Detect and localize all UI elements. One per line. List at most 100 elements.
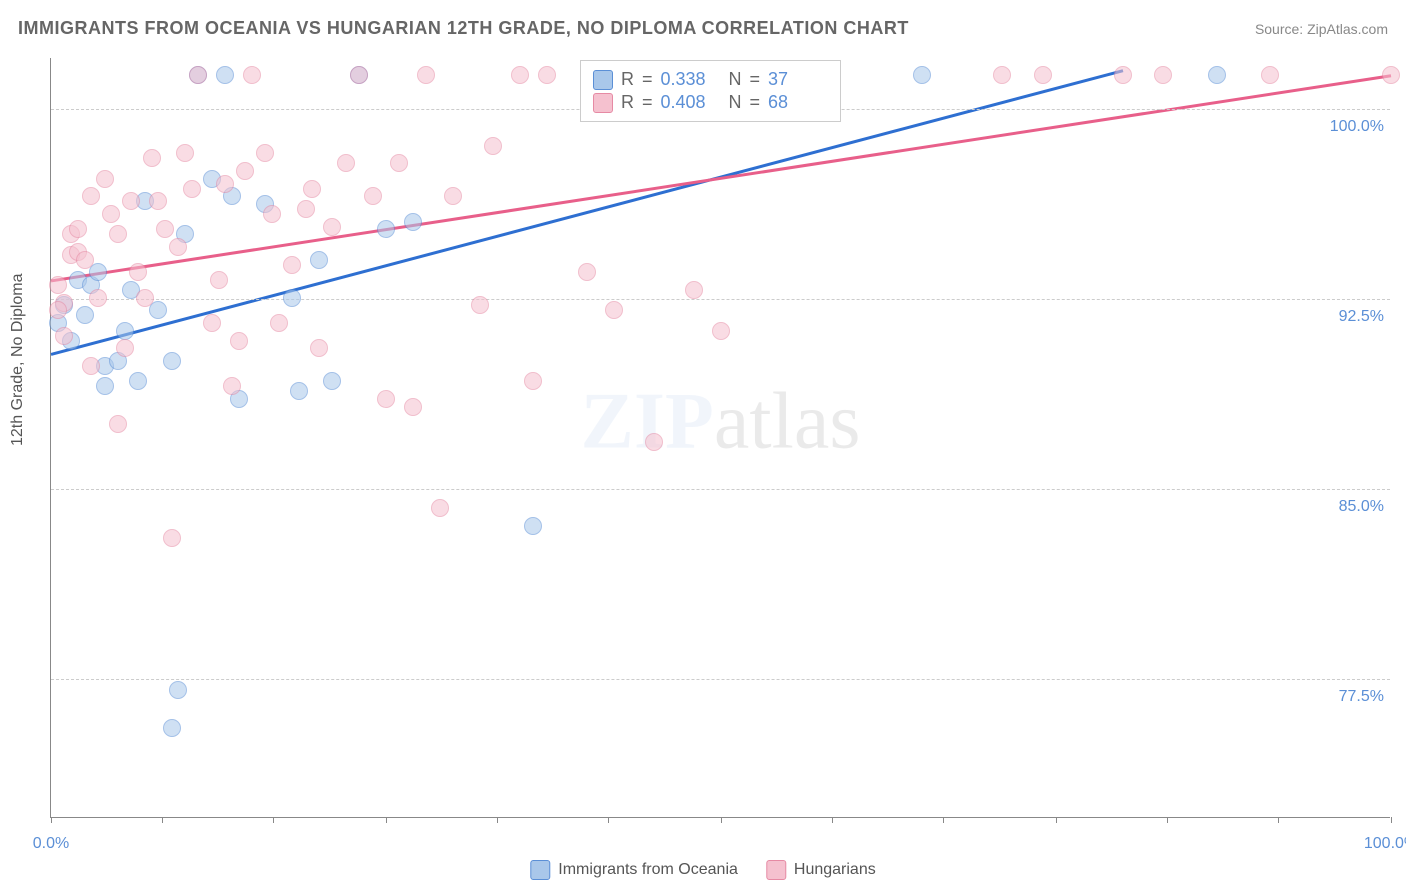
data-point	[1382, 66, 1400, 84]
data-point	[605, 301, 623, 319]
data-point	[578, 263, 596, 281]
r-value-2: 0.408	[661, 92, 721, 113]
data-point	[303, 180, 321, 198]
data-point	[1154, 66, 1172, 84]
data-point	[82, 357, 100, 375]
stats-box: R = 0.338 N = 37 R = 0.408 N = 68	[580, 60, 841, 122]
data-point	[116, 339, 134, 357]
data-point	[431, 499, 449, 517]
data-point	[176, 144, 194, 162]
data-point	[236, 162, 254, 180]
data-point	[1034, 66, 1052, 84]
xtick	[497, 817, 498, 823]
xtick	[943, 817, 944, 823]
xtick	[386, 817, 387, 823]
data-point	[49, 301, 67, 319]
stats-row-1: R = 0.338 N = 37	[593, 69, 828, 90]
data-point	[89, 263, 107, 281]
legend-swatch-2	[766, 860, 786, 880]
data-point	[645, 433, 663, 451]
data-point	[511, 66, 529, 84]
data-point	[1261, 66, 1279, 84]
n-value-1: 37	[768, 69, 828, 90]
xtick-label: 100.0%	[1364, 835, 1406, 853]
data-point	[149, 301, 167, 319]
title-bar: IMMIGRANTS FROM OCEANIA VS HUNGARIAN 12T…	[18, 18, 1388, 39]
data-point	[256, 144, 274, 162]
bottom-legend: Immigrants from Oceania Hungarians	[530, 860, 875, 880]
data-point	[149, 192, 167, 210]
xtick	[1167, 817, 1168, 823]
data-point	[122, 192, 140, 210]
data-point	[210, 271, 228, 289]
data-point	[1114, 66, 1132, 84]
data-point	[49, 276, 67, 294]
data-point	[96, 377, 114, 395]
xtick	[1056, 817, 1057, 823]
data-point	[263, 205, 281, 223]
swatch-series-1	[593, 70, 613, 90]
data-point	[524, 372, 542, 390]
data-point	[364, 187, 382, 205]
r-label: R	[621, 69, 634, 90]
legend-swatch-1	[530, 860, 550, 880]
data-point	[102, 205, 120, 223]
gridline	[51, 679, 1390, 680]
xtick	[162, 817, 163, 823]
legend-label-2: Hungarians	[794, 861, 876, 879]
data-point	[129, 263, 147, 281]
data-point	[156, 220, 174, 238]
data-point	[230, 332, 248, 350]
y-axis-title: 12th Grade, No Diploma	[9, 273, 27, 446]
data-point	[129, 372, 147, 390]
data-point	[109, 415, 127, 433]
data-point	[82, 187, 100, 205]
xtick	[832, 817, 833, 823]
data-point	[169, 238, 187, 256]
data-point	[283, 256, 301, 274]
data-point	[89, 289, 107, 307]
data-point	[524, 517, 542, 535]
data-point	[189, 66, 207, 84]
n-value-2: 68	[768, 92, 828, 113]
data-point	[69, 220, 87, 238]
data-point	[404, 398, 422, 416]
data-point	[163, 352, 181, 370]
xtick	[51, 817, 52, 823]
xtick	[273, 817, 274, 823]
data-point	[390, 154, 408, 172]
data-point	[337, 154, 355, 172]
legend-label-1: Immigrants from Oceania	[558, 861, 738, 879]
data-point	[323, 218, 341, 236]
data-point	[96, 170, 114, 188]
xtick-label: 0.0%	[33, 835, 69, 853]
ytick-label: 100.0%	[1330, 118, 1384, 136]
data-point	[203, 314, 221, 332]
ytick-label: 92.5%	[1339, 308, 1384, 326]
data-point	[116, 322, 134, 340]
data-point	[183, 180, 201, 198]
data-point	[538, 66, 556, 84]
n-label: N	[729, 69, 742, 90]
data-point	[444, 187, 462, 205]
data-point	[377, 220, 395, 238]
plot-area: ZIPatlas 77.5%85.0%92.5%100.0%0.0%100.0%	[50, 58, 1390, 818]
data-point	[297, 200, 315, 218]
data-point	[404, 213, 422, 231]
data-point	[290, 382, 308, 400]
data-point	[136, 289, 154, 307]
data-point	[270, 314, 288, 332]
legend-item-1: Immigrants from Oceania	[530, 860, 738, 880]
data-point	[310, 339, 328, 357]
data-point	[712, 322, 730, 340]
data-point	[143, 149, 161, 167]
r-value-1: 0.338	[661, 69, 721, 90]
data-point	[216, 66, 234, 84]
data-point	[377, 390, 395, 408]
data-point	[913, 66, 931, 84]
data-point	[685, 281, 703, 299]
ytick-label: 85.0%	[1339, 498, 1384, 516]
data-point	[323, 372, 341, 390]
data-point	[163, 719, 181, 737]
source-label: Source: ZipAtlas.com	[1255, 21, 1388, 37]
